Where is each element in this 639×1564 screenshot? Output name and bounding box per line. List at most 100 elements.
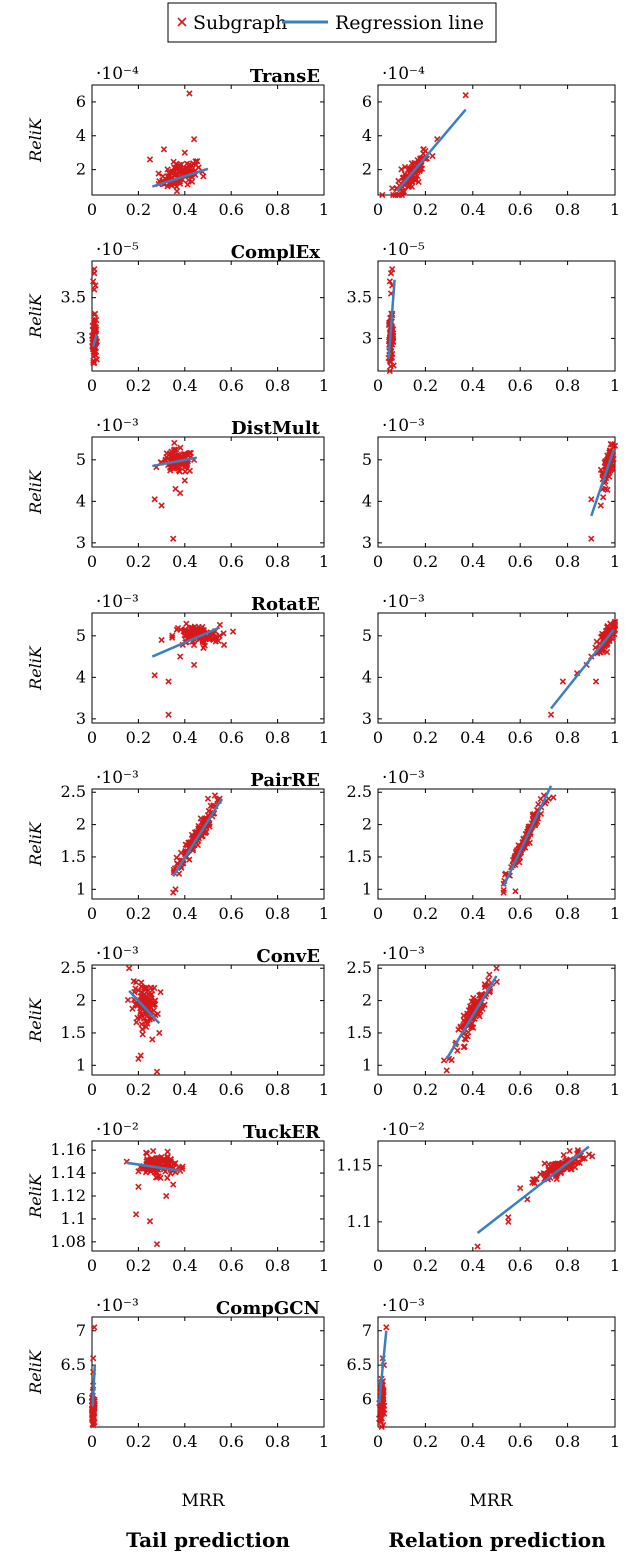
data-point [169, 451, 176, 458]
data-point [172, 485, 179, 493]
data-point [175, 1163, 182, 1170]
x-tick-label: 0 [87, 1256, 97, 1275]
data-point [585, 1151, 593, 1158]
plot-frame [91, 436, 325, 548]
data-point [163, 450, 170, 457]
x-tick-label: 0.6 [507, 376, 532, 395]
x-tick-label: 0.2 [413, 728, 438, 747]
plot-tail: ·10⁻³ 0 0.2 0.4 0.6 0.8 1 1 1.5 2 2.5 [61, 944, 330, 1099]
data-point [151, 496, 158, 503]
data-point [125, 965, 133, 972]
y-axis-label: ReliK [26, 1173, 45, 1219]
x-tick-label: 0.4 [172, 728, 197, 747]
data-point [531, 1179, 538, 1187]
y-tick-label: 2.5 [347, 958, 372, 977]
x-tick-label: 0.8 [555, 552, 580, 571]
data-point [170, 158, 177, 165]
data-point [398, 166, 405, 173]
plot-tail: ·10⁻² 0 0.2 0.4 0.6 0.8 1 1.08 1.1 1.12 1.14 1.16 [50, 1120, 329, 1275]
plot-tail: ·10⁻³ 0 0.2 0.4 0.6 0.8 1 3 4 5 [76, 592, 329, 747]
x-tick-label: 0.8 [265, 1256, 290, 1275]
y-tick-label: 1 [362, 1055, 372, 1074]
y-tick-label: 3 [76, 709, 86, 728]
axis-multiplier: ·10⁻³ [382, 768, 425, 788]
data-point [602, 485, 609, 493]
data-point [533, 1175, 540, 1183]
x-tick-label: 0 [87, 904, 97, 923]
data-point [139, 1031, 146, 1038]
y-tick-label: 3 [362, 709, 372, 728]
data-point [408, 178, 415, 185]
data-point [216, 621, 224, 629]
x-tick-label: 0 [373, 1256, 383, 1275]
data-point [146, 1218, 154, 1225]
data-point [202, 635, 209, 642]
x-tick-label: 0.8 [555, 728, 580, 747]
x-tick-label: 0 [373, 200, 383, 219]
x-tick-label: 0.8 [555, 200, 580, 219]
plot-frame [377, 964, 616, 1076]
y-tick-label: 4 [76, 491, 86, 510]
x-tick-label: 0.8 [555, 376, 580, 395]
data-point [443, 1067, 450, 1074]
plot-relation: ·10⁻² 0 0.2 0.4 0.6 0.8 1 1.1 1.15 [336, 1120, 620, 1275]
y-tick-label: 1.1 [61, 1209, 86, 1228]
data-point [379, 191, 386, 199]
data-point [593, 638, 600, 645]
data-point [541, 1160, 548, 1167]
plot-relation: ·10⁻⁴ 0 0.2 0.4 0.6 0.8 1 2 4 6 [362, 64, 620, 219]
data-point [199, 637, 206, 644]
data-point [597, 502, 604, 509]
data-point [462, 91, 469, 99]
x-tick-label: 0 [87, 200, 97, 219]
data-point [158, 1153, 165, 1161]
x-tick-label: 1 [610, 376, 620, 395]
data-point [164, 1148, 171, 1155]
x-tick-label: 0.2 [126, 376, 151, 395]
regression-line [91, 333, 98, 347]
data-point [185, 161, 193, 168]
x-tick-label: 0 [373, 552, 383, 571]
data-point [89, 278, 97, 285]
data-point [387, 270, 395, 277]
data-point [183, 841, 191, 849]
data-point [148, 987, 156, 994]
data-point [470, 1024, 477, 1031]
data-point [132, 1211, 140, 1218]
data-point [188, 831, 196, 839]
plot-tail: ·10⁻³ 0 0.2 0.4 0.6 0.8 1 1 1.5 2 2.5 [61, 768, 330, 923]
x-tick-label: 0.4 [460, 376, 485, 395]
data-point [176, 653, 184, 660]
plot-frame [91, 788, 325, 900]
y-axis-label: ReliK [26, 293, 45, 339]
plot-frame [377, 1140, 616, 1252]
x-tick-label: 0.2 [126, 200, 151, 219]
y-axis-label: ReliK [26, 997, 45, 1043]
y-tick-label: 6 [362, 92, 372, 111]
data-point [169, 632, 176, 639]
data-point [160, 146, 168, 153]
regression-line [550, 628, 615, 710]
legend-marker-icon [177, 17, 187, 27]
axis-multiplier: ·10⁻³ [382, 416, 425, 436]
data-point [211, 792, 219, 799]
chart-title: TransE [250, 66, 320, 87]
data-point [177, 444, 184, 451]
x-tick-label: 0.6 [218, 1256, 243, 1275]
x-tick-label: 0 [87, 728, 97, 747]
axis-multiplier: ·10⁻³ [96, 944, 139, 964]
x-tick-label: 0.8 [555, 1256, 580, 1275]
x-tick-label: 0.8 [265, 904, 290, 923]
data-point [153, 1240, 161, 1248]
data-point [486, 971, 493, 978]
axis-multiplier: ·10⁻³ [96, 592, 139, 612]
plot-tail: ·10⁻⁴ 0 0.2 0.4 0.6 0.8 1 2 4 6 [76, 64, 329, 219]
plot-frame [377, 436, 616, 548]
plot-relation: ·10⁻³ 0 0.2 0.4 0.6 0.8 1 3 4 5 [362, 416, 620, 571]
data-point [139, 1026, 146, 1033]
y-tick-label: 4 [362, 491, 372, 510]
data-point [137, 1014, 144, 1021]
legend: Subgraph Regression line [167, 2, 497, 43]
x-tick-label: 0.8 [555, 1080, 580, 1099]
data-point [146, 156, 154, 163]
